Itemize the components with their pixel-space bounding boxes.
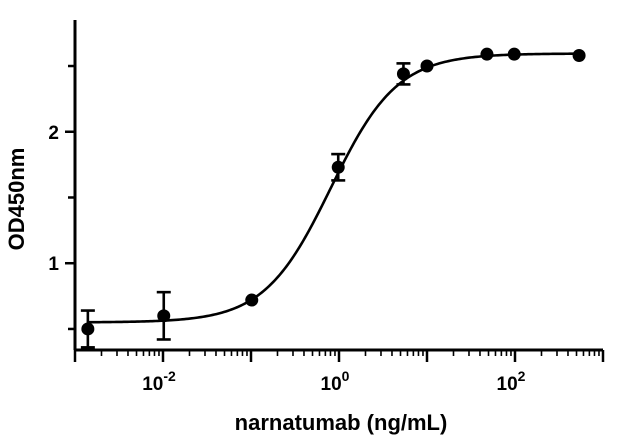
y-axis: 12 (48, 20, 77, 350)
data-point (480, 47, 494, 61)
data-points (80, 47, 586, 349)
x-axis: 10-2 100 102 (73, 348, 605, 395)
data-point (396, 67, 410, 81)
x-tick-label: 102 (497, 368, 526, 395)
y-axis-title: OD450nm (4, 148, 29, 251)
data-point (507, 47, 521, 61)
data-point (420, 59, 434, 73)
x-tick-label: 10-2 (142, 368, 176, 395)
fit-curve-group (87, 52, 580, 324)
data-point (81, 322, 95, 336)
y-tick-label: 2 (48, 123, 59, 144)
data-point (572, 48, 586, 62)
data-point (331, 160, 345, 174)
fit-curve (87, 52, 580, 324)
x-tick-label: 100 (321, 368, 350, 395)
y-tick-label: 1 (48, 254, 59, 275)
data-point (157, 309, 171, 323)
x-axis-title: narnatumab (ng/mL) (235, 410, 448, 435)
data-point (245, 293, 259, 307)
